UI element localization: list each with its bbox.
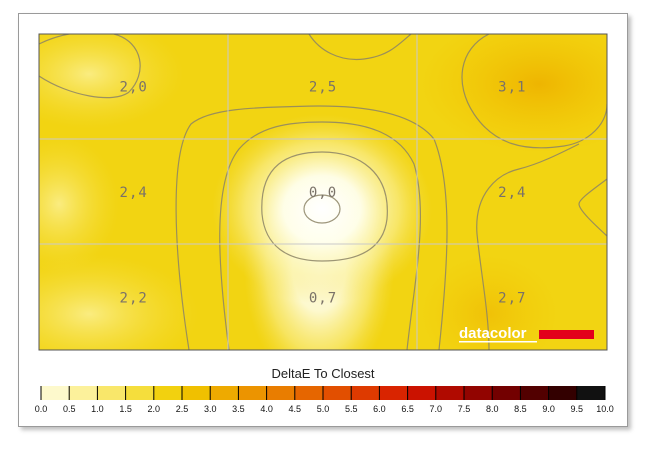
colorbar-tick-label-18: 9.0 [542, 404, 555, 414]
brand-logo: datacolor [459, 325, 594, 343]
colorbar-swatch-3 [125, 386, 155, 400]
colorbar-swatch-18 [548, 386, 578, 400]
colorbar-swatch-2 [97, 386, 127, 400]
contour-ring-1 [261, 151, 388, 262]
colorbar-swatch-6 [210, 386, 239, 400]
colorbar-tick-label-16: 8.0 [486, 404, 499, 414]
contour-right-notch [578, 178, 607, 237]
contour-center [303, 194, 341, 224]
colorbar-tick-label-7: 3.5 [232, 404, 245, 414]
colorbar-tick-label-2: 1.0 [91, 404, 104, 414]
contour-ring-3 [175, 105, 448, 350]
colorbar-tick-label-13: 6.5 [401, 404, 414, 414]
colorbar-swatch-4 [153, 386, 183, 400]
cell-label-r2-c2: 2,7 [498, 290, 526, 306]
colorbar-swatch-5 [182, 386, 211, 400]
light-region-bottom-left [39, 254, 199, 350]
colorbar-swatch-14 [435, 386, 465, 400]
colorbar-swatch-16 [492, 386, 521, 400]
colorbar-swatch-17 [520, 386, 550, 400]
chart-frame: 2,0 2,5 3,1 2,4 0,0 2,4 2,2 0,7 2,7 datacolor De… [18, 13, 628, 427]
colorbar-tick-label-3: 1.5 [119, 404, 132, 414]
colorbar-swatch-19 [576, 386, 606, 400]
colorbar-tick-label-19: 9.5 [571, 404, 584, 414]
colorbar-tick-label-9: 4.5 [289, 404, 302, 414]
colorbar-labels: 0.0 0.5 1.0 1.5 2.0 2.5 3.0 3.5 4.0 4.5 5.0 5.5 6.0 6… [35, 404, 614, 414]
contour-top-right [461, 34, 607, 149]
colorbar-swatch-11 [351, 386, 380, 400]
contour-right [476, 143, 580, 350]
colorbar-swatches [41, 386, 606, 400]
dark-region-top-right [419, 34, 607, 154]
contour-ring-2 [219, 121, 421, 350]
contour-top-middle [308, 34, 412, 61]
colorbar-swatch-8 [266, 386, 296, 400]
colorbar-tick-label-5: 2.5 [176, 404, 189, 414]
colorbar-tick-label-8: 4.0 [260, 404, 273, 414]
cell-label-r1-c1: 0,0 [309, 185, 337, 201]
colorbar-tick-label-20: 10.0 [596, 404, 614, 414]
light-region-left [39, 134, 119, 274]
colorbar-swatch-10 [323, 386, 352, 400]
colorbar-tick-label-17: 8.5 [514, 404, 527, 414]
dark-region-bottom-right [419, 254, 559, 350]
cell-labels: 2,0 2,5 3,1 2,4 0,0 2,4 2,2 0,7 2,7 [120, 80, 526, 307]
plot-border [38, 33, 608, 351]
colorbar-swatch-13 [407, 386, 437, 400]
colorbar-swatch-15 [464, 386, 493, 400]
colorbar-tick-label-10: 5.0 [317, 404, 330, 414]
colorbar-swatch-7 [238, 386, 268, 400]
legend-title: DeltaE To Closest [271, 366, 375, 381]
contour-top-left [39, 34, 141, 99]
colorbar-tick-label-12: 6.0 [373, 404, 386, 414]
cell-label-r2-c0: 2,2 [120, 290, 148, 306]
contour-lines [39, 34, 607, 350]
colorbar-swatch-9 [294, 386, 324, 400]
heatmap: 2,0 2,5 3,1 2,4 0,0 2,4 2,2 0,7 2,7 datacolor [38, 33, 608, 351]
cell-label-r0-c0: 2,0 [120, 80, 148, 96]
colorbar-swatch-1 [69, 386, 98, 400]
colorbar-tick-label-14: 7.0 [430, 404, 443, 414]
cell-label-r1-c2: 2,4 [498, 185, 526, 201]
colorbar-swatch-0 [41, 386, 70, 400]
cell-label-r0-c2: 3,1 [498, 80, 526, 96]
grid-lines [39, 34, 607, 350]
cell-label-r0-c1: 2,5 [309, 80, 337, 96]
brand-red-bar [539, 330, 594, 339]
colorbar: 0.0 0.5 1.0 1.5 2.0 2.5 3.0 3.5 4.0 4.5 5.0 5.5 6.0 6… [35, 386, 614, 414]
cell-label-r2-c1: 0,7 [309, 290, 337, 306]
brand-text: datacolor [459, 325, 527, 342]
brand-underline [459, 341, 537, 343]
colorbar-ticks [40, 386, 606, 400]
colorbar-tick-label-0: 0.0 [35, 404, 48, 414]
cell-label-r1-c0: 2,4 [120, 185, 148, 201]
colorbar-tick-label-1: 0.5 [63, 404, 76, 414]
colorbar-tick-label-4: 2.0 [148, 404, 161, 414]
colorbar-tick-label-11: 5.5 [345, 404, 358, 414]
colorbar-tick-label-15: 7.5 [458, 404, 471, 414]
colorbar-tick-label-6: 3.0 [204, 404, 217, 414]
center-hotspot [212, 114, 432, 304]
colorbar-swatch-12 [379, 386, 409, 400]
light-region-top-left [39, 34, 184, 129]
